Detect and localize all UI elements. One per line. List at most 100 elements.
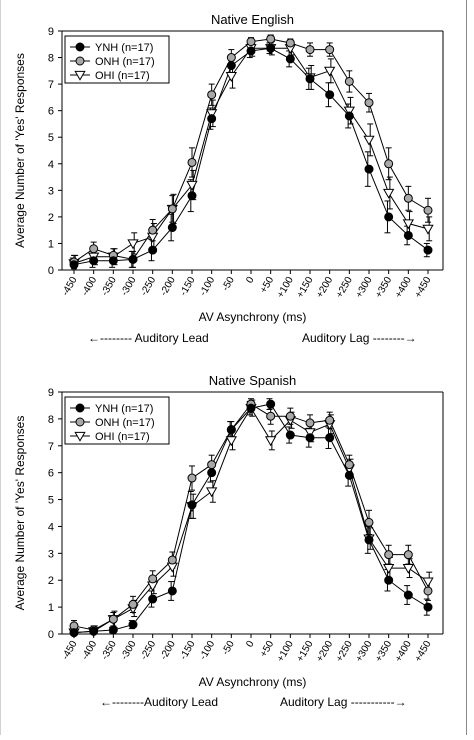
data-point-series-1 <box>325 433 335 443</box>
x-tick-label: -150 <box>178 275 198 298</box>
data-point-series-2 <box>384 159 394 169</box>
y-tick-label: 9 <box>48 387 54 399</box>
data-point-series-3 <box>127 239 139 250</box>
x-tick-label: -150 <box>178 639 198 662</box>
data-point-series-1 <box>305 433 315 443</box>
y-axis-label: Average Number of 'Yes' Responses <box>13 416 27 611</box>
data-point-series-2 <box>423 586 433 596</box>
x-tick-label: -400 <box>80 275 100 298</box>
data-point-series-1 <box>325 90 335 100</box>
data-point-series-1 <box>187 500 197 510</box>
chart-title: Native Spanish <box>209 373 296 388</box>
data-point-series-3 <box>422 224 434 235</box>
data-point-series-1 <box>128 620 138 630</box>
x-tick-label: -100 <box>198 639 218 662</box>
data-point-series-1 <box>384 575 394 585</box>
data-point-series-1 <box>246 403 256 413</box>
legend-label-3: OHI (n=17) <box>95 431 150 443</box>
data-point-series-2 <box>285 38 295 48</box>
x-tick-label: +300 <box>354 275 375 300</box>
x-tick-label: -200 <box>158 639 178 662</box>
data-point-series-3 <box>324 66 336 77</box>
data-point-series-2 <box>344 460 354 470</box>
x-tick-label: -300 <box>119 639 139 662</box>
data-point-series-1 <box>384 212 394 222</box>
y-tick-label: 6 <box>48 468 54 480</box>
data-point-series-2 <box>128 599 138 609</box>
data-point-series-2 <box>167 204 177 214</box>
data-point-series-1 <box>167 223 177 233</box>
data-point-series-1 <box>108 256 118 266</box>
x-tick-label: +450 <box>413 275 434 300</box>
data-point-series-2 <box>89 244 99 254</box>
y-tick-label: 8 <box>48 53 54 65</box>
data-point-series-2 <box>187 473 197 483</box>
data-point-series-2 <box>148 574 158 584</box>
data-point-series-2 <box>246 37 256 47</box>
data-point-series-1 <box>423 245 433 255</box>
data-point-series-2 <box>226 53 236 63</box>
legend-label-1: YNH (n=17) <box>95 403 153 415</box>
y-tick-label: 8 <box>48 414 54 426</box>
data-point-series-1 <box>305 74 315 84</box>
data-point-series-3 <box>402 219 414 230</box>
y-tick-label: 7 <box>48 441 54 453</box>
data-point-series-2 <box>364 98 374 108</box>
x-tick-label: -400 <box>80 639 100 662</box>
y-tick-label: 3 <box>48 185 54 197</box>
data-point-series-1 <box>69 260 79 270</box>
x-tick-label: -350 <box>99 275 119 298</box>
x-tick-label: +350 <box>373 275 394 300</box>
data-point-series-3 <box>343 106 355 117</box>
y-tick-label: 5 <box>48 132 54 144</box>
right-edge-line <box>466 0 467 735</box>
data-point-series-2 <box>207 460 217 470</box>
left-edge-line <box>0 0 1 735</box>
y-tick-label: 6 <box>48 106 54 118</box>
x-tick-label: -200 <box>158 275 178 298</box>
data-point-series-1 <box>128 254 138 264</box>
data-point-series-2 <box>344 76 354 86</box>
x-tick-label: -250 <box>139 275 159 298</box>
legend-marker-3 <box>74 431 86 442</box>
data-point-series-3 <box>402 564 414 574</box>
data-point-series-1 <box>344 111 354 121</box>
data-point-series-1 <box>207 114 217 124</box>
data-point-series-3 <box>422 577 434 588</box>
y-tick-label: 4 <box>48 159 54 171</box>
data-point-series-1 <box>167 586 177 596</box>
data-point-series-2 <box>305 418 315 428</box>
data-point-series-2 <box>285 411 295 421</box>
data-point-series-2 <box>305 45 315 55</box>
y-tick-label: 1 <box>48 238 54 250</box>
x-tick-label: +300 <box>354 639 375 664</box>
x-tick-label: +400 <box>393 639 414 664</box>
data-point-series-2 <box>325 45 335 55</box>
data-point-series-2 <box>207 90 217 100</box>
legend-marker-1 <box>75 403 85 413</box>
y-axis-label: Average Number of 'Yes' Responses <box>13 53 27 248</box>
data-point-series-2 <box>364 517 374 527</box>
data-point-series-3 <box>225 436 237 447</box>
annotation-auditory-lag: Auditory Lag --------→ <box>302 331 417 345</box>
data-point-series-2 <box>423 205 433 215</box>
chart-panel-1: Native English 0 1 2 3 4 5 6 7 8 9 Average Number o… <box>13 12 444 345</box>
y-tick-label: 2 <box>48 575 54 587</box>
data-point-series-3 <box>206 487 218 498</box>
annotation-auditory-lead: ←--------Auditory Lead <box>100 695 218 709</box>
legend-label-1: YNH (n=17) <box>95 42 153 54</box>
y-tick-label: 2 <box>48 212 54 224</box>
x-tick-label: +100 <box>275 275 296 300</box>
x-tick-label: -350 <box>99 639 119 662</box>
y-tick-label: 3 <box>48 548 54 560</box>
x-tick-label: -450 <box>60 275 80 298</box>
y-tick-label: 5 <box>48 495 54 507</box>
y-tick-label: 7 <box>48 79 54 91</box>
x-axis-label: AV Asynchrony (ms) <box>199 310 307 324</box>
x-axis-label: AV Asynchrony (ms) <box>199 675 307 689</box>
data-point-series-2 <box>325 415 335 425</box>
data-point-series-2 <box>266 34 276 44</box>
data-point-series-1 <box>207 468 217 478</box>
